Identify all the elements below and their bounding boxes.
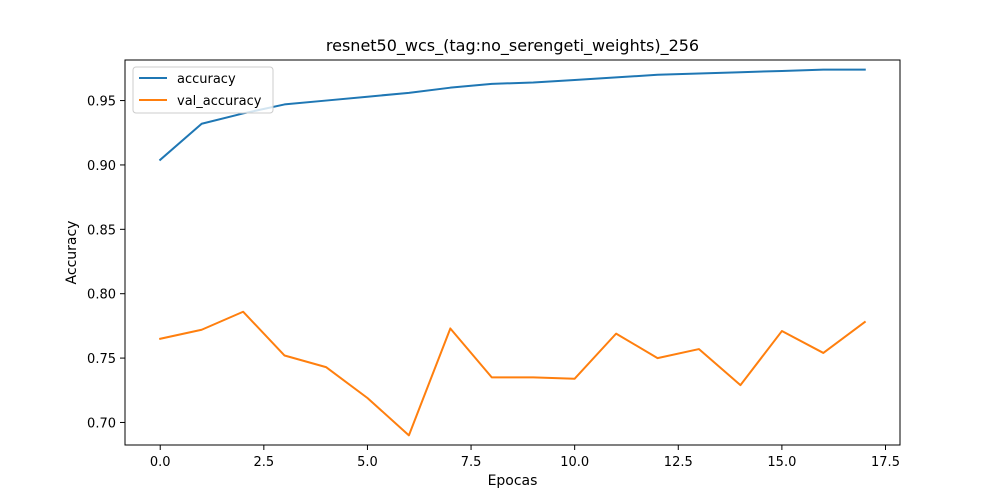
series-line-accuracy bbox=[158, 68, 866, 162]
y-tick-label: 0.95 bbox=[87, 95, 116, 110]
x-axis-label: Epocas bbox=[488, 473, 538, 489]
axes-frame bbox=[124, 59, 901, 446]
series-layer bbox=[158, 68, 867, 437]
legend-label-val-accuracy: val_accuracy bbox=[177, 94, 262, 109]
x-axis-ticks: 0.0 2.5 5.0 7.5 10.0 12.5 15.0 17.5 bbox=[150, 445, 900, 470]
legend-label-accuracy: accuracy bbox=[177, 72, 236, 87]
x-tick-label: 0.0 bbox=[150, 455, 171, 470]
y-tick-label: 0.85 bbox=[87, 223, 116, 238]
x-tick-label: 10.0 bbox=[560, 455, 589, 470]
chart-title: resnet50_wcs_(tag:no_serengeti_weights)_… bbox=[326, 36, 699, 56]
x-tick-label: 12.5 bbox=[664, 455, 693, 470]
x-tick-label: 2.5 bbox=[253, 455, 274, 470]
y-axis-ticks: 0.70 0.75 0.80 0.85 0.90 0.95 bbox=[87, 95, 125, 431]
y-tick-label: 0.75 bbox=[87, 352, 116, 367]
legend-box bbox=[132, 66, 274, 114]
x-tick-label: 17.5 bbox=[871, 455, 900, 470]
series-line-val-accuracy bbox=[159, 310, 867, 437]
x-tick-label: 15.0 bbox=[767, 455, 796, 470]
y-tick-label: 0.80 bbox=[87, 288, 116, 303]
y-tick-label: 0.90 bbox=[87, 159, 116, 174]
x-tick-label: 5.0 bbox=[357, 455, 378, 470]
y-axis-label: Accuracy bbox=[64, 221, 80, 285]
x-tick-label: 7.5 bbox=[461, 455, 482, 470]
y-tick-label: 0.70 bbox=[87, 416, 116, 431]
legend: accuracy val_accuracy bbox=[132, 66, 274, 114]
